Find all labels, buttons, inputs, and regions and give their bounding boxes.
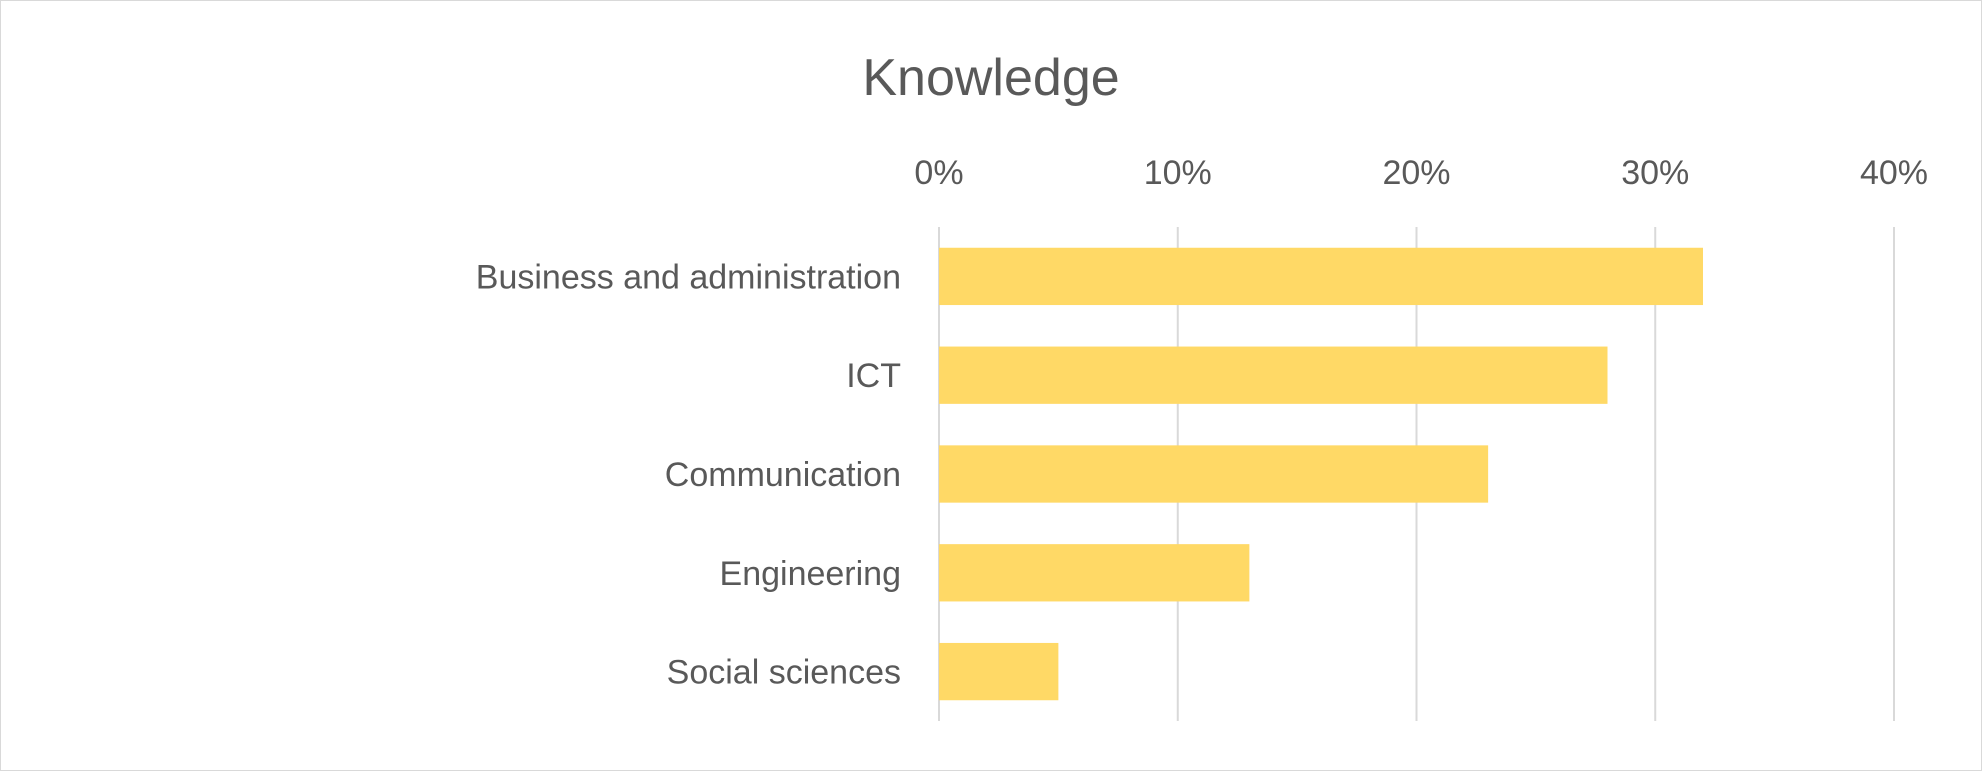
x-axis-tick-labels: 0% 10% 20% 30% 40% <box>914 154 1928 192</box>
category-label: Engineering <box>720 555 901 593</box>
category-label: ICT <box>846 357 901 395</box>
x-tick-label: 10% <box>1144 154 1212 192</box>
x-tick-label: 30% <box>1621 154 1689 192</box>
bar <box>939 346 1608 404</box>
bar <box>939 445 1489 503</box>
bars <box>939 247 1703 701</box>
category-label: Social sciences <box>667 654 901 692</box>
category-label: Communication <box>665 456 901 494</box>
bar <box>939 642 1059 701</box>
bar <box>939 544 1250 602</box>
bar <box>939 247 1703 306</box>
x-tick-label: 20% <box>1382 154 1450 192</box>
x-tick-label: 40% <box>1860 154 1928 192</box>
chart-title: Knowledge <box>862 49 1119 107</box>
category-labels: Business and administration ICT Communicat… <box>476 258 901 691</box>
category-label: Business and administration <box>476 258 901 296</box>
x-tick-label: 0% <box>914 154 963 192</box>
